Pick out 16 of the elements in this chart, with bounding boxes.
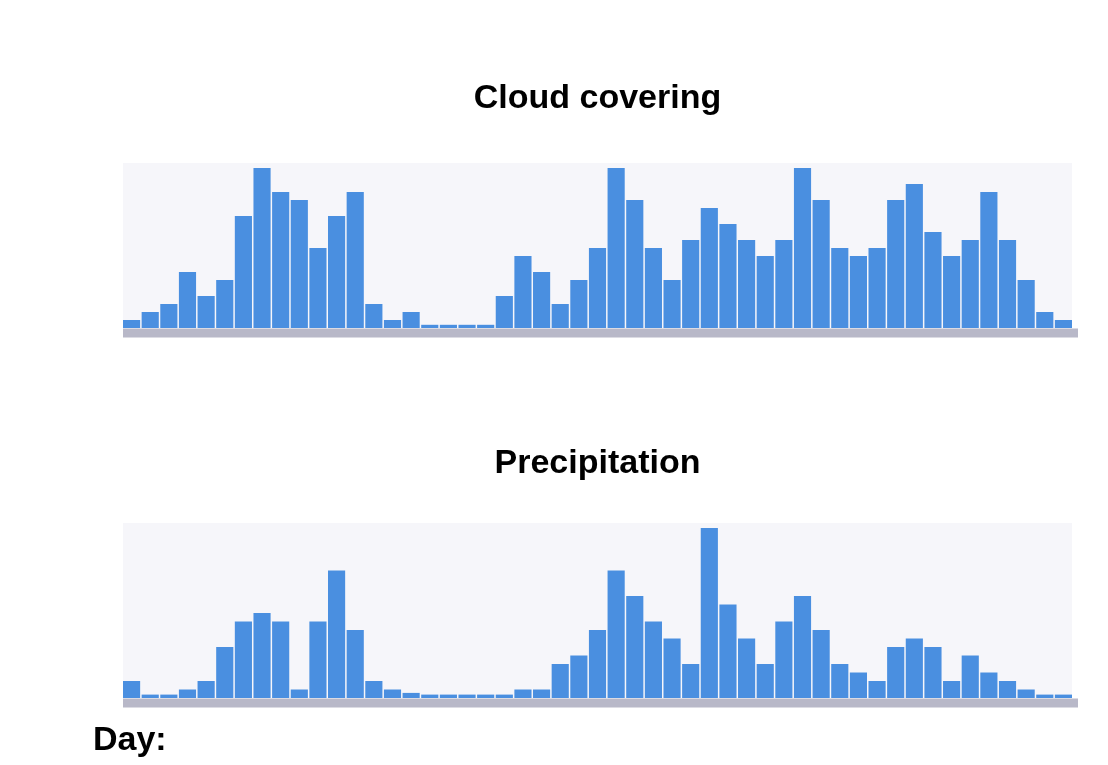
chart-title: Precipitation	[494, 442, 701, 480]
bar	[383, 320, 402, 328]
chart-title: Cloud covering	[473, 77, 722, 115]
bar	[123, 320, 141, 328]
x-axis-title: Day:	[93, 719, 167, 757]
bar	[1054, 320, 1072, 328]
bar	[588, 630, 607, 698]
bar	[793, 168, 812, 328]
bar	[793, 596, 812, 698]
bar	[588, 248, 607, 328]
bar	[178, 689, 197, 698]
bar	[998, 240, 1017, 328]
bar	[123, 681, 141, 698]
bar	[178, 272, 197, 328]
bar	[998, 681, 1017, 698]
bar	[383, 689, 402, 698]
